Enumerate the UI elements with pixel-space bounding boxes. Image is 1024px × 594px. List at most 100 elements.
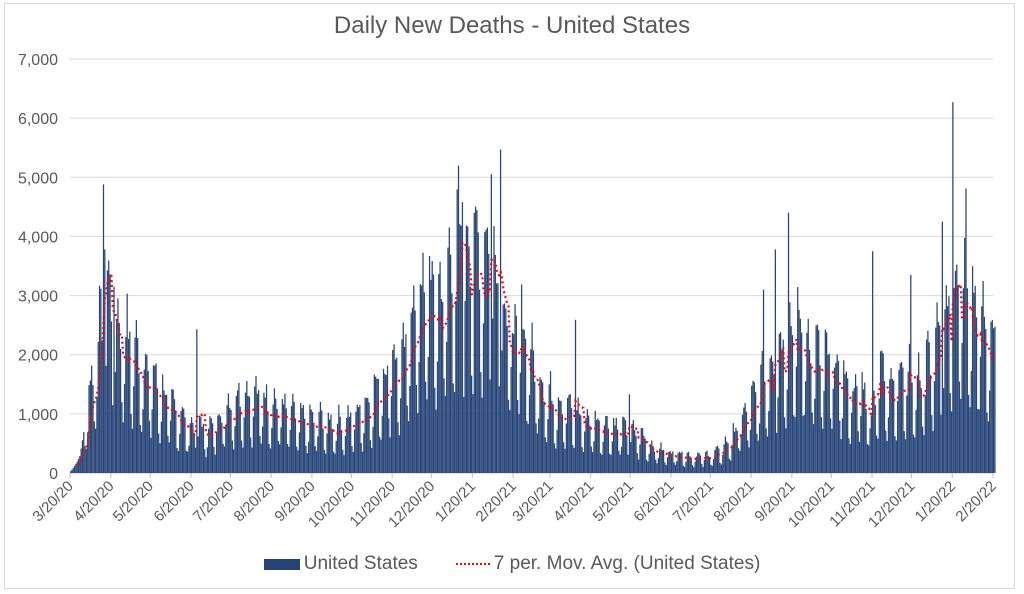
bar: [155, 363, 157, 473]
bar: [945, 285, 947, 473]
bar: [87, 432, 89, 473]
bar: [176, 448, 178, 473]
bar: [432, 274, 435, 473]
bar: [668, 451, 670, 473]
bar: [536, 433, 539, 473]
bar: [288, 446, 290, 473]
bar: [520, 284, 523, 473]
bar: [833, 367, 836, 473]
bar: [160, 421, 162, 473]
bar: [677, 453, 679, 473]
bar: [305, 445, 307, 473]
bar: [950, 411, 953, 473]
bar: [591, 452, 594, 473]
bar: [407, 421, 410, 473]
bar: [868, 445, 870, 473]
bar: [360, 442, 362, 473]
bar: [866, 444, 869, 473]
bar: [971, 266, 974, 473]
bar: [669, 450, 671, 473]
bar: [193, 432, 195, 473]
bar: [644, 438, 646, 473]
bar: [198, 415, 201, 473]
bar: [425, 381, 427, 473]
bar: [101, 340, 103, 473]
bar: [946, 306, 949, 473]
bar: [561, 414, 563, 473]
bar: [254, 386, 256, 473]
bar: [970, 370, 972, 473]
bar: [158, 433, 160, 473]
bar: [986, 412, 988, 473]
bar: [749, 429, 752, 473]
bar: [564, 448, 566, 473]
bar: [197, 436, 199, 473]
bar: [611, 441, 613, 473]
bar: [164, 394, 166, 473]
bar: [548, 384, 550, 473]
y-tick-label: 0: [49, 466, 58, 483]
bar: [259, 435, 261, 473]
bar: [758, 423, 761, 473]
bar: [518, 414, 520, 473]
bar: [747, 440, 749, 473]
bar: [787, 212, 790, 473]
bar: [978, 409, 980, 473]
bar: [85, 448, 88, 473]
bar: [848, 438, 850, 473]
bar: [183, 408, 185, 473]
bar: [877, 438, 879, 473]
bar: [681, 451, 683, 473]
bar: [614, 425, 616, 473]
bar: [123, 383, 126, 473]
bar: [956, 264, 958, 473]
bar: [206, 447, 208, 473]
bar: [940, 414, 942, 473]
bar: [285, 408, 287, 473]
bar: [134, 337, 136, 473]
bar: [941, 221, 943, 473]
bar: [745, 411, 748, 473]
bar: [77, 458, 80, 473]
bar: [623, 417, 625, 473]
y-tick-label: 2,000: [18, 348, 58, 365]
bar: [225, 424, 227, 473]
bar: [272, 404, 274, 473]
bar: [733, 431, 736, 473]
bar: [439, 261, 441, 473]
bar: [428, 255, 431, 473]
bar: [823, 390, 825, 473]
legend-item-line[interactable]: 7 per. Mov. Avg. (United States): [455, 553, 760, 575]
bar: [457, 165, 460, 473]
bar: [843, 360, 845, 473]
bar: [582, 451, 585, 473]
bar: [202, 423, 205, 473]
bar: [991, 319, 993, 473]
bar: [949, 393, 951, 473]
bar: [261, 426, 264, 473]
bar: [448, 227, 450, 473]
bar: [601, 454, 603, 473]
bar: [933, 381, 936, 473]
bar: [141, 431, 143, 473]
bar: [640, 428, 642, 473]
bar: [319, 401, 322, 473]
bar: [699, 455, 702, 473]
bar: [386, 365, 389, 473]
bar: [569, 393, 571, 473]
bar: [841, 418, 844, 473]
bar: [832, 388, 834, 473]
bar: [732, 423, 734, 473]
bar: [317, 436, 319, 473]
bar: [137, 338, 139, 473]
bar: [301, 407, 303, 473]
bar: [906, 395, 908, 473]
legend-item-bar[interactable]: United States: [263, 553, 418, 575]
bar: [760, 364, 762, 473]
bar: [593, 441, 595, 473]
bar: [139, 425, 141, 473]
bar: [893, 380, 895, 473]
bar: [214, 454, 216, 473]
bar: [598, 420, 600, 473]
bar: [687, 451, 690, 473]
